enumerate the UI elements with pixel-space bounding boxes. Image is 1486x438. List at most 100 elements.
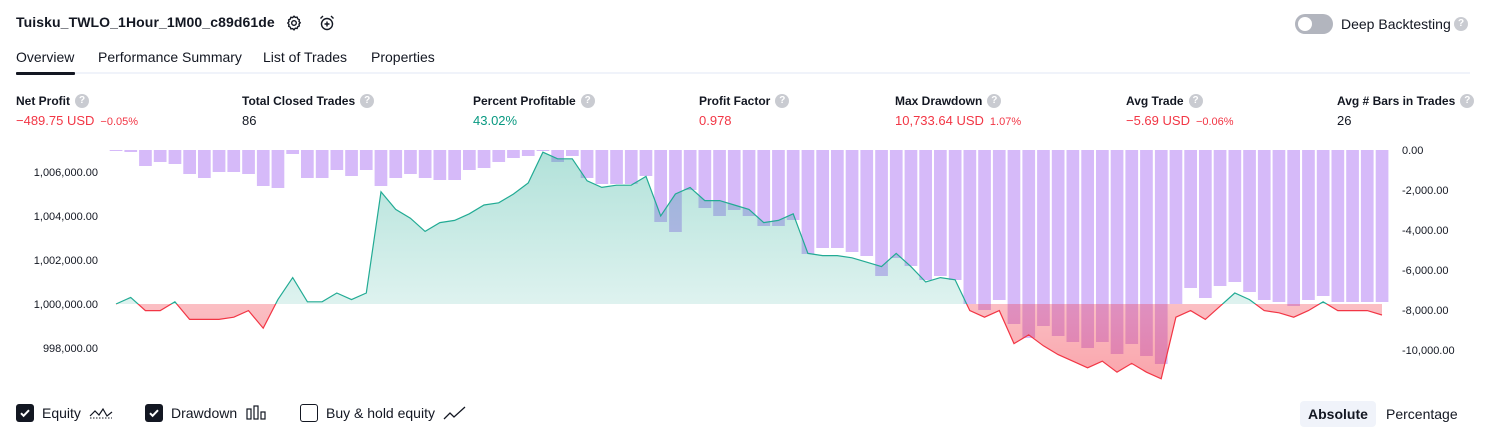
x-axis: 1 7 13 19 25 31 37 43 49 55 61 67 73 79 85 [113,379,1359,380]
info-icon[interactable]: ? [580,94,595,108]
drawdown-bar [580,150,594,178]
drawdown-bar [904,150,918,266]
metric-avg-bars-in-trades: Avg # Bars in Trades? 26 [1337,94,1475,128]
drawdown-bar [757,150,771,226]
drawdown-bar [624,150,638,184]
y-right-tick-label: 0.00 [1402,145,1423,157]
drawdown-bar [934,150,947,276]
drawdown-bars-icon [246,405,266,420]
drawdown-bar [183,150,196,174]
equity-area-profit [116,152,1382,304]
drawdown-bar [978,150,991,310]
legend-buy-hold-equity[interactable]: Buy & hold equity [300,404,467,422]
tab-list-of-trades[interactable]: List of Trades [263,49,348,65]
x-tick-label: 1 [113,379,119,380]
drawdown-bar [1169,150,1183,304]
drawdown-bar [1302,150,1315,300]
alarm-add-icon[interactable] [318,14,336,32]
equity-line-loss [116,304,1383,380]
drawdown-bar [418,150,432,178]
settings-icon[interactable] [285,14,303,32]
drawdown-bar [919,150,932,280]
x-tick-label: 55 [905,379,917,380]
drawdown-checkbox[interactable] [145,404,163,422]
metric-value: 26 [1337,113,1352,128]
y-left-tick-label: 998,000.00 [43,343,98,355]
legend-drawdown[interactable]: Drawdown [145,404,269,422]
drawdown-bar [772,150,785,226]
drawdown-bar [1022,150,1036,338]
percentage-button[interactable]: Percentage [1386,406,1458,422]
legend-equity[interactable]: Equity [16,404,113,422]
equity-drawdown-chart[interactable]: 1,006,000.00 1,004,000.00 1,002,000.00 1,00… [0,140,1486,380]
x-tick-label: 25 [463,379,475,380]
x-tick-label: 49 [816,379,828,380]
drawdown-bar [860,150,874,256]
drawdown-bar [1257,150,1271,300]
tab-active-indicator [16,72,75,75]
y-axis-left: 1,006,000.00 1,004,000.00 1,002,000.00 1,00… [34,167,98,355]
metric-max-drawdown: Max Drawdown? 10,733.64 USD 1.07% [895,94,1021,128]
y-left-tick-label: 1,000,000.00 [34,299,98,311]
drawdown-bar [1051,150,1065,336]
metric-label: Avg Trade [1126,94,1184,108]
drawdown-bar [1110,150,1124,354]
info-icon[interactable]: ? [1460,94,1475,108]
drawdown-bar [1287,150,1300,306]
y-right-tick-label: -6,000.00 [1402,265,1448,277]
tab-overview[interactable]: Overview [16,49,75,65]
deep-backtesting-label: Deep Backtesting [1341,16,1451,32]
buy-hold-checkbox[interactable] [300,404,318,422]
drawdown-bar [1228,150,1242,282]
info-icon[interactable]: ? [75,94,89,108]
metric-total-closed-trades: Total Closed Trades? 86 [242,94,375,128]
drawdown-bar [742,150,756,216]
y-right-tick-label: -2,000.00 [1402,185,1448,197]
y-left-tick-label: 1,004,000.00 [34,211,98,223]
x-tick-label: 37 [640,379,652,380]
metric-percent: −0.06% [1195,116,1234,128]
metric-label: Profit Factor [699,94,771,108]
metric-percent: 1.07% [989,116,1022,128]
drawdown-bar [1316,150,1330,296]
drawdown-bar [1037,150,1050,326]
y-right-tick-label: -10,000.00 [1402,345,1455,357]
equity-lines [115,151,1383,380]
y-axis-right: 0.00 -2,000.00 -4,000.00 -6,000.00 -8,000.00… [1402,145,1455,357]
info-icon[interactable]: ? [1188,94,1203,108]
drawdown-bar [1184,150,1197,288]
help-icon[interactable]: ? [1454,17,1468,31]
drawdown-bar [816,150,829,248]
equity-checkbox[interactable] [16,404,34,422]
drawdown-bar [227,150,241,172]
legend-buy-hold-label: Buy & hold equity [326,405,435,421]
toggle-knob [1298,17,1312,31]
x-tick-label: 31 [551,379,563,380]
deep-backtesting-toggle[interactable] [1295,14,1333,34]
drawdown-bar [168,150,182,164]
metric-value: 43.02% [473,113,518,128]
x-tick-label: 73 [1170,379,1182,380]
equity-line-icon [89,407,113,419]
metric-value: 0.978 [699,113,732,128]
drawdown-bar [477,150,491,168]
drawdown-bar [1213,150,1227,286]
tabs-divider [16,72,1470,74]
tab-performance-summary[interactable]: Performance Summary [98,49,242,65]
tab-properties[interactable]: Properties [371,49,435,65]
drawdown-bar [683,150,697,190]
drawdown-bar [315,150,329,178]
metric-value: −489.75 USD [16,113,95,128]
drawdown-bar [286,150,299,154]
absolute-button[interactable]: Absolute [1300,401,1376,427]
info-icon[interactable]: ? [775,94,790,108]
info-icon[interactable]: ? [360,94,375,108]
legend-drawdown-label: Drawdown [171,405,238,421]
info-icon[interactable]: ? [987,94,1002,108]
metric-percent-profitable: Percent Profitable? 43.02% [473,94,595,128]
x-tick-label: 67 [1081,379,1093,380]
metric-net-profit: Net Profit? −489.75 USD −0.05% [16,94,138,128]
drawdown-bar [256,150,270,186]
metric-profit-factor: Profit Factor? 0.978 [699,94,790,128]
drawdown-bar [1346,150,1359,302]
